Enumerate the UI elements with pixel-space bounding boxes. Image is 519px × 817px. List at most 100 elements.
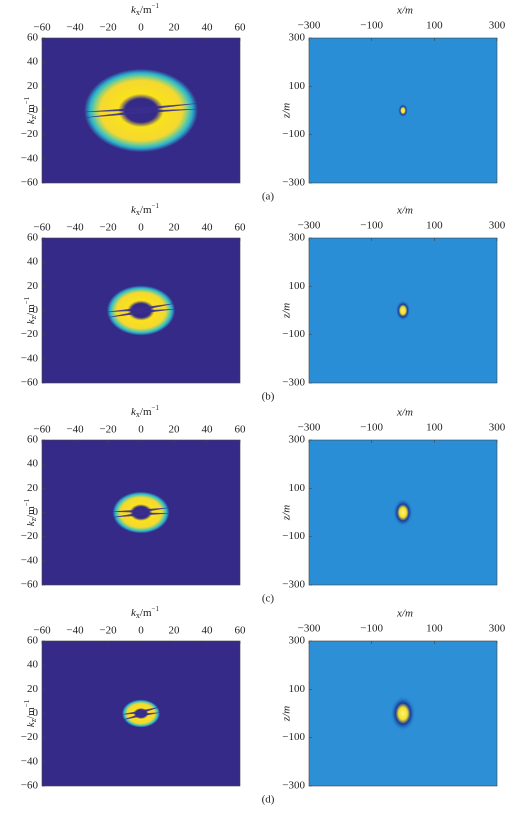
x-tick-label: −20	[99, 625, 117, 637]
x-tick-label: 100	[426, 220, 443, 232]
x-tick-label: 100	[426, 422, 443, 434]
x-tick-label: 0	[138, 625, 144, 637]
label-part: k	[25, 721, 37, 727]
x-tick-label: 20	[169, 222, 181, 234]
y-tick-label: 60	[27, 32, 39, 44]
y-tick-label: 100	[289, 482, 306, 494]
y-tick-label: 300	[289, 434, 306, 446]
x-tick-label: 0	[138, 222, 144, 234]
y-tick-label: 300	[289, 32, 306, 44]
axis-label: z/m	[281, 303, 293, 319]
x-tick-label: −100	[360, 220, 383, 232]
label-part: x	[136, 208, 140, 217]
x-tick-label: −40	[66, 625, 84, 637]
label-part: k	[25, 520, 37, 526]
x-tick-label: 60	[235, 222, 247, 234]
x-tick-label: 0	[138, 424, 144, 436]
y-tick-label: −20	[21, 731, 39, 743]
label-part: −1	[23, 96, 31, 104]
y-tick-label: 20	[27, 482, 39, 494]
image-spot	[398, 103, 408, 118]
y-tick-label: −100	[282, 328, 305, 340]
y-tick-label: −100	[282, 128, 305, 140]
x-tick-label: 40	[202, 625, 214, 637]
label-part: −1	[152, 2, 160, 10]
y-tick-label: 0	[33, 707, 39, 719]
y-tick-label: −60	[21, 780, 39, 792]
y-tick-label: 60	[27, 232, 39, 244]
x-tick-label: 20	[169, 22, 181, 34]
y-tick-label: 60	[27, 434, 39, 446]
axis-label: x/m	[396, 205, 413, 217]
label-part: /m	[25, 506, 37, 518]
label-part: k	[131, 607, 137, 619]
y-tick-label: 0	[33, 506, 39, 518]
y-tick-label: −300	[282, 377, 305, 389]
x-tick-label: −20	[99, 22, 117, 34]
label-part: k	[131, 4, 137, 16]
image-spot	[395, 300, 411, 321]
x-tick-label: −60	[33, 222, 51, 234]
label-part: k	[131, 204, 137, 216]
y-tick-label: −60	[21, 377, 39, 389]
axis-label: z/m	[281, 706, 293, 722]
x-tick-label: 40	[202, 222, 214, 234]
x-tick-label: −300	[298, 20, 321, 32]
label-part: /m	[25, 707, 37, 719]
spectrum-wedge	[102, 302, 180, 319]
label-part: /m	[140, 204, 152, 216]
y-tick-label: −60	[21, 579, 39, 591]
x-tick-label: −60	[33, 625, 51, 637]
y-tick-label: 20	[27, 80, 39, 92]
caption: (c)	[262, 593, 275, 605]
image-spot	[390, 696, 416, 731]
image-spot	[393, 498, 413, 527]
y-tick-label: 0	[33, 304, 39, 316]
x-tick-label: −20	[99, 222, 117, 234]
y-tick-label: 300	[289, 232, 306, 244]
axis-label: x/m	[396, 5, 413, 17]
y-tick-label: 100	[289, 80, 306, 92]
x-tick-label: 20	[169, 424, 181, 436]
y-tick-label: −100	[282, 530, 305, 542]
spectrum-wedge	[108, 507, 174, 518]
x-tick-label: 40	[202, 424, 214, 436]
label-part: z	[29, 115, 38, 119]
label-part: /m	[140, 406, 152, 418]
x-tick-label: −60	[33, 22, 51, 34]
x-tick-label: −100	[360, 422, 383, 434]
y-tick-label: 40	[27, 659, 39, 671]
axis-label: kx/m−1	[131, 605, 159, 620]
x-tick-label: 60	[235, 22, 247, 34]
axis-label: x/m	[396, 407, 413, 419]
y-tick-label: −100	[282, 731, 305, 743]
label-part: −1	[152, 605, 160, 613]
spectrum-wedge	[76, 102, 206, 119]
x-tick-label: −100	[360, 20, 383, 32]
x-tick-label: 100	[426, 20, 443, 32]
y-tick-label: 40	[27, 256, 39, 268]
y-tick-label: −20	[21, 530, 39, 542]
axis-label: kz/m−1	[23, 296, 38, 324]
y-tick-label: −40	[21, 352, 39, 364]
label-part: k	[25, 118, 37, 124]
label-part: /m	[140, 607, 152, 619]
caption: (a)	[262, 191, 275, 203]
x-tick-label: −300	[298, 623, 321, 635]
axis-label: kz/m−1	[23, 699, 38, 727]
y-tick-label: −300	[282, 579, 305, 591]
x-tick-label: −40	[66, 424, 84, 436]
y-tick-label: −300	[282, 177, 305, 189]
y-tick-label: −300	[282, 780, 305, 792]
label-part: k	[131, 406, 137, 418]
x-tick-label: −40	[66, 222, 84, 234]
label-part: x	[136, 8, 140, 17]
label-part: /m	[140, 4, 152, 16]
y-tick-label: 20	[27, 280, 39, 292]
x-tick-label: 60	[235, 625, 247, 637]
label-part: z	[29, 315, 38, 319]
label-part: −1	[152, 202, 160, 210]
spectrum-ring	[112, 491, 170, 534]
frame	[308, 439, 498, 586]
label-part: /m	[25, 104, 37, 116]
